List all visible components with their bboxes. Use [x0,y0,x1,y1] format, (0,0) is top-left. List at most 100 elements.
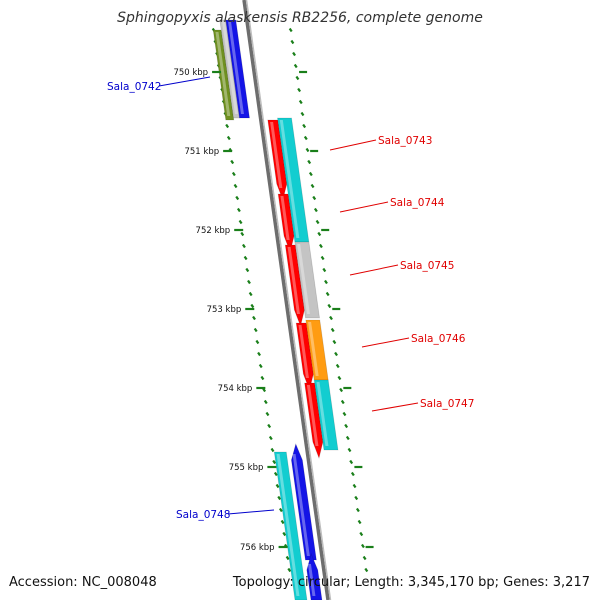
gene-label[interactable]: Sala_0743 [378,135,432,147]
cds-red-2 [277,193,295,254]
map-title: Sphingopyxis alaskensis RB2256, complete… [117,10,483,26]
track-dot [349,459,354,465]
track-dot [236,207,241,213]
backbone [242,0,332,601]
ruler-label: 750 kbp [173,68,208,78]
gene-orange-sheen [308,322,319,376]
track-dot [350,471,355,477]
track-dot [265,411,270,417]
track-dot [300,111,305,117]
gene-label[interactable]: Sala_0745 [400,260,454,272]
track-dot [231,171,236,177]
track-dot [225,123,230,129]
cds-red-4 [295,322,314,392]
feature-blue-top [225,19,250,119]
track-dot [305,147,310,153]
track-dot [312,195,317,201]
cds-red-1 [267,119,288,202]
track-dot [342,411,347,417]
cds-red-5-sheen [306,385,319,446]
gene-cyan-2 [313,379,339,451]
track-dot [255,339,260,345]
cds-red-2-sheen [280,196,290,240]
track-dot [297,87,302,93]
track-dot [302,123,307,129]
gene-cyan-1-sheen [279,120,300,238]
track-dot [330,327,335,333]
track-dot [310,183,315,189]
cds-red-1-sheen [270,122,283,188]
gene-cyan-2-sheen [316,382,329,446]
track-dot [325,291,330,297]
gene-label[interactable]: Sala_0744 [390,197,445,209]
feature-blue-top-sheen [228,22,244,114]
cds-blue-1-sheen [292,454,310,556]
track-dot [248,291,253,297]
track-dot [258,363,263,369]
track-dot [317,231,322,237]
gene-leader-line [339,201,389,213]
track-dot [329,315,333,321]
cds-blue-2-sheen [307,564,316,596]
cds-red-3-sheen [287,247,300,314]
track-dot [235,195,240,201]
gene-label[interactable]: Sala_0742 [107,81,161,93]
track-dot [280,519,285,525]
track-dot [260,375,265,381]
track-dot [230,159,235,165]
track-dot [354,495,359,501]
gene-leader-line [329,139,377,151]
track-dot [277,495,282,501]
cds-red-5 [304,382,324,460]
feature-blocks [212,19,339,601]
track-dot [245,267,250,273]
track-dot [307,159,312,165]
backbone-line [242,0,330,601]
ruler-label: 756 kbp [240,543,275,553]
cds-blue-1 [290,442,317,561]
feature-olive [212,29,235,121]
track-dot [268,435,273,441]
track-dot [357,519,362,525]
genome-summary: Topology: circular; Length: 3,345,170 bp… [232,575,590,590]
track-dot [308,171,313,177]
gene-grey-sheen [297,244,310,314]
track-dot [315,219,320,225]
track-dot [272,459,277,465]
gene-leader-line [158,76,211,87]
track-dot [322,267,327,273]
track-dot [290,39,295,45]
track-dot [267,423,272,429]
track-dot [344,423,349,429]
track-dot [361,543,365,549]
track-dot [327,303,332,309]
track-dot [275,483,280,489]
track-dot [293,63,298,69]
track-dot [238,219,243,225]
gene-label[interactable]: Sala_0748 [176,509,230,521]
track-dot [252,315,256,321]
cds-red-3 [284,244,305,328]
track-dot [257,351,261,357]
track-dot [303,135,308,141]
track-dot [355,507,360,513]
track-dot [282,531,287,537]
track-dot [298,99,303,105]
gene-leader-line [349,264,399,276]
track-dot [253,327,258,333]
gene-leader-line [371,402,419,412]
cds-red-4-sheen [298,325,309,378]
backbone-line-shade [245,0,332,601]
gene-label[interactable]: Sala_0746 [411,333,466,345]
track-dot [240,231,245,237]
track-dot [226,135,231,141]
track-dot [287,567,292,573]
track-dot [292,51,296,57]
ruler-label: 752 kbp [196,226,231,236]
track-dot [263,399,268,405]
gene-label[interactable]: Sala_0747 [420,398,474,410]
track-dot [233,183,238,189]
track-dot [320,255,325,261]
